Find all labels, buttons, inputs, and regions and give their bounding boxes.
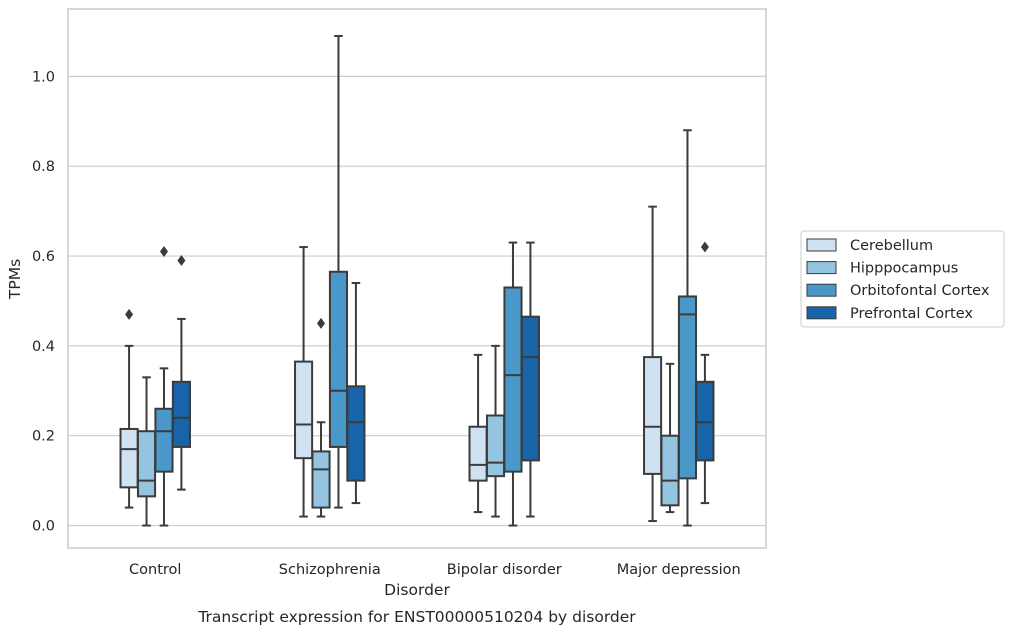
box-iqr bbox=[503, 286, 523, 473]
outlier-point bbox=[159, 246, 168, 258]
outlier-point bbox=[177, 255, 186, 267]
box-iqr bbox=[136, 430, 157, 498]
box-orbitofontal-cortex bbox=[328, 34, 349, 509]
box-iqr bbox=[311, 450, 331, 509]
x-tick-labels: Control Schizophrenia Bipolar disorder Majo… bbox=[129, 562, 741, 578]
y-tick-label: 0.8 bbox=[32, 159, 55, 175]
box-orbitofontal-cortex bbox=[154, 246, 174, 527]
legend-label: Orbitofontal Cortex bbox=[850, 283, 990, 299]
box-iqr bbox=[119, 427, 139, 489]
box-iqr bbox=[154, 407, 174, 473]
box-cerebellum bbox=[119, 308, 139, 509]
box-iqr bbox=[660, 434, 680, 507]
box-prefrontal-cortex bbox=[520, 241, 540, 518]
box-cerebellum bbox=[468, 353, 488, 514]
plot-frame bbox=[67, 8, 767, 549]
box-iqr bbox=[346, 385, 366, 482]
box-hipppocampus bbox=[485, 344, 506, 518]
legend-swatch bbox=[806, 283, 837, 297]
box-iqr bbox=[171, 380, 191, 448]
x-tick-label: Schizophrenia bbox=[279, 562, 381, 578]
y-tick-label: 0.2 bbox=[32, 429, 55, 445]
x-axis-label: Disorder bbox=[384, 581, 450, 599]
y-tick-labels: 0.0 0.2 0.4 0.6 0.8 1.0 bbox=[32, 69, 55, 534]
chart-caption: Transcript expression for ENST0000051020… bbox=[197, 608, 636, 626]
box-prefrontal-cortex bbox=[695, 241, 715, 505]
box-prefrontal-cortex bbox=[346, 281, 366, 505]
legend-label: Prefrontal Cortex bbox=[850, 306, 973, 322]
y-tick-label: 0.0 bbox=[32, 519, 55, 535]
box-iqr bbox=[520, 315, 540, 462]
legend-label: Cerebellum bbox=[850, 238, 933, 254]
legend-swatch bbox=[806, 261, 837, 275]
box-iqr bbox=[695, 380, 715, 462]
box-iqr bbox=[485, 414, 506, 478]
x-tick-label: Major depression bbox=[617, 562, 741, 578]
box-groups bbox=[119, 34, 715, 527]
y-tick-label: 0.6 bbox=[32, 249, 55, 265]
box-hipppocampus bbox=[311, 317, 331, 518]
box-iqr bbox=[294, 360, 314, 460]
legend-swatch bbox=[806, 306, 837, 320]
box-orbitofontal-cortex bbox=[677, 129, 698, 527]
box-cerebellum bbox=[643, 205, 663, 523]
box-iqr bbox=[468, 425, 488, 482]
box-iqr bbox=[677, 295, 698, 480]
box-iqr bbox=[643, 356, 663, 475]
outlier-point bbox=[125, 308, 134, 320]
y-axis-label: TPMs bbox=[6, 259, 24, 300]
y-tick-label: 0.4 bbox=[32, 339, 55, 355]
y-tick-label: 1.0 bbox=[32, 69, 55, 85]
outlier-point bbox=[317, 317, 326, 329]
box-hipppocampus bbox=[136, 376, 157, 527]
x-tick-label: Control bbox=[129, 562, 181, 578]
x-tick-label: Bipolar disorder bbox=[447, 562, 562, 578]
box-iqr bbox=[328, 270, 349, 448]
legend-box bbox=[800, 230, 1005, 328]
legend: Cerebellum Hipppocampus Orbitofontal Corte… bbox=[800, 230, 1005, 328]
box-prefrontal-cortex bbox=[171, 255, 191, 491]
outlier-point bbox=[700, 241, 709, 253]
box-cerebellum bbox=[294, 246, 314, 518]
legend-swatch bbox=[806, 238, 837, 252]
legend-label: Hipppocampus bbox=[850, 261, 958, 277]
